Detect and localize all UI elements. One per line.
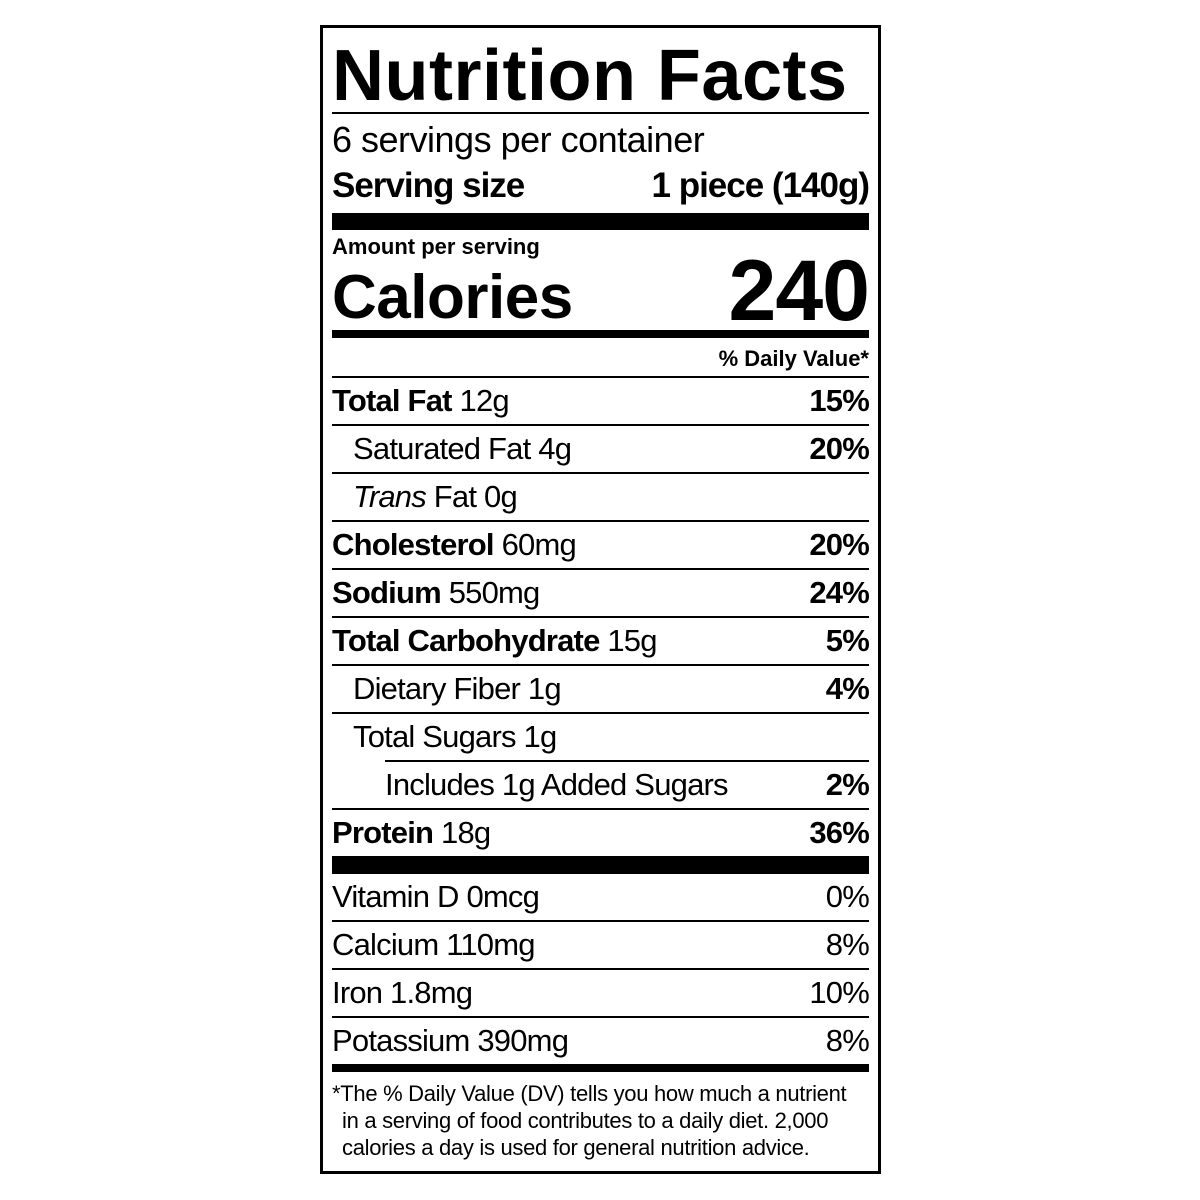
nutrient-name: Cholesterol — [332, 527, 495, 562]
nutrient-dv: 24% — [809, 575, 869, 610]
vitamin-name: Iron — [332, 975, 383, 1010]
footnote-line: in a serving of food contributes to a da… — [342, 1108, 829, 1133]
vitamin-row-potassium: Potassium 390mg 8% — [332, 1016, 870, 1064]
nutrient-dv: 15% — [809, 383, 869, 418]
daily-value-header: % Daily Value* — [718, 346, 869, 371]
vitamin-amount: 1.8mg — [390, 975, 473, 1010]
serving-size-label: Serving size — [332, 166, 525, 205]
nutrient-row-cholesterol: Cholesterol 60mg 20% — [332, 520, 870, 568]
nutrient-name-rest: Fat — [433, 479, 477, 514]
nutrient-amount: 550mg — [448, 575, 541, 610]
nutrient-amount: 12g — [459, 383, 510, 418]
nutrient-row-added-sugars: Includes 1g Added Sugars 2% — [385, 760, 870, 808]
nutrient-dv: 5% — [825, 623, 870, 658]
nutrient-name: Includes 1g Added Sugars — [385, 767, 729, 802]
nutrient-amount: 18g — [441, 815, 491, 850]
nutrient-name: Sodium — [332, 575, 442, 610]
nutrient-row-total-sugars: Total Sugars 1g — [332, 712, 869, 760]
nutrient-row-dietary-fiber: Dietary Fiber 1g 4% — [332, 664, 870, 712]
nutrient-row-total-fat: Total Fat 12g 15% — [332, 376, 870, 424]
nutrient-amount: 1g — [527, 671, 562, 706]
nutrient-name: Total Fat — [332, 383, 452, 418]
vitamin-amount: 110mg — [446, 927, 535, 962]
nutrient-name: Total Sugars — [353, 719, 517, 754]
vitamin-dv: 8% — [825, 1023, 870, 1058]
nutrient-amount: 0g — [484, 479, 518, 514]
nutrient-name: Saturated Fat — [353, 431, 531, 466]
nutrient-row-saturated-fat: Saturated Fat 4g 20% — [332, 424, 870, 472]
vitamin-name: Vitamin D — [332, 879, 459, 914]
nutrient-row-total-carbohydrate: Total Carbohydrate 15g 5% — [332, 616, 870, 664]
nutrient-dv: 2% — [825, 767, 870, 802]
nutrient-row-protein: Protein 18g 36% — [332, 808, 870, 856]
nutrient-dv: 36% — [809, 815, 869, 850]
medium-divider — [332, 1064, 869, 1072]
vitamin-name: Potassium — [332, 1023, 470, 1058]
nutrient-amount: 4g — [538, 431, 572, 466]
vitamin-row-calcium: Calcium 110mg 8% — [332, 920, 870, 968]
vitamin-amount: 390mg — [477, 1023, 569, 1058]
nutrition-facts-label: Nutrition Facts 6 servings per container… — [320, 25, 881, 1174]
thick-divider — [332, 213, 869, 230]
nutrient-dv: 20% — [809, 527, 869, 562]
nutrient-amount: 60mg — [501, 527, 577, 562]
footnote-line: *The % Daily Value (DV) tells you how mu… — [332, 1081, 847, 1106]
vitamin-name: Calcium — [332, 927, 439, 962]
serving-size-value: 1 piece (140g) — [651, 166, 870, 205]
serving-size: Serving size 1 piece (140g) — [332, 164, 870, 208]
vitamin-row-iron: Iron 1.8mg 10% — [332, 968, 870, 1016]
footnote: *The % Daily Value (DV) tells you how mu… — [332, 1080, 869, 1161]
nutrient-row-sodium: Sodium 550mg 24% — [332, 568, 870, 616]
thick-divider — [332, 856, 869, 874]
divider — [332, 112, 869, 114]
vitamin-row-vitamin-d: Vitamin D 0mcg 0% — [332, 874, 870, 920]
vitamin-dv: 10% — [809, 975, 869, 1010]
footnote-line: calories a day is used for general nutri… — [342, 1135, 810, 1160]
title: Nutrition Facts — [332, 36, 848, 116]
nutrient-name: Protein — [332, 815, 434, 850]
vitamin-dv: 0% — [825, 879, 870, 914]
medium-divider — [332, 330, 869, 338]
amount-per-serving: Amount per serving — [332, 234, 540, 259]
vitamin-amount: 0mcg — [466, 879, 540, 914]
nutrient-name: Trans — [353, 479, 427, 514]
nutrient-row-trans-fat: Trans Fat 0g — [332, 472, 869, 520]
calories-row: Calories 240 — [332, 243, 870, 339]
calories-label: Calories — [332, 263, 573, 332]
nutrient-amount: 1g — [523, 719, 558, 754]
nutrient-name: Total Carbohydrate — [332, 623, 600, 658]
calories-value: 240 — [728, 243, 870, 339]
servings-per-container: 6 servings per container — [332, 119, 705, 160]
nutrient-name: Dietary Fiber — [353, 671, 521, 706]
vitamin-dv: 8% — [825, 927, 870, 962]
nutrient-amount: 15g — [607, 623, 657, 658]
nutrient-dv: 4% — [825, 671, 870, 706]
nutrient-dv: 20% — [809, 431, 869, 466]
